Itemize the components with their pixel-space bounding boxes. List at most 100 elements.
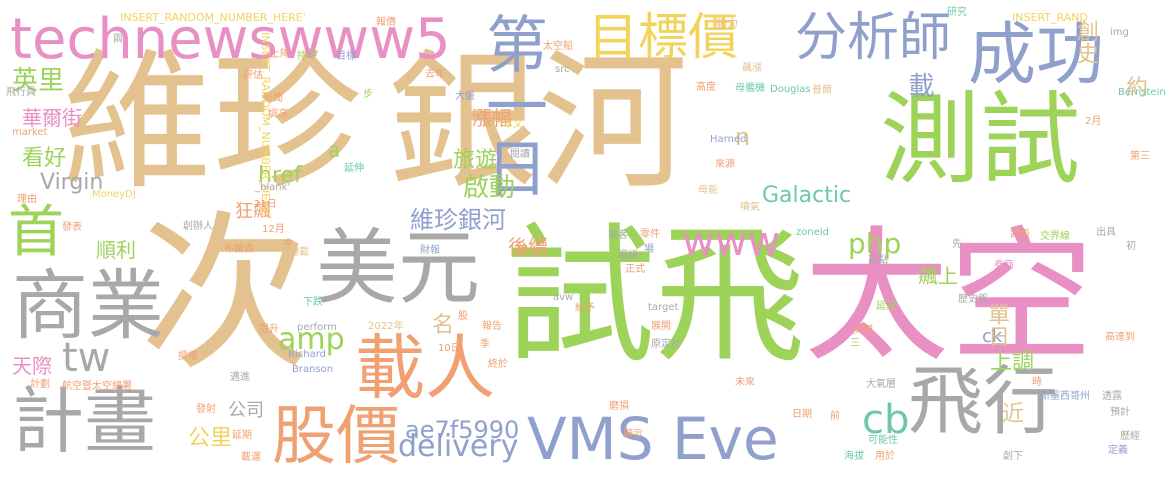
word-a: a <box>328 138 341 162</box>
word-img: img <box>1110 27 1129 38</box>
word-target: target <box>648 302 679 313</box>
word-jiaojie: 交界線 <box>1040 231 1070 242</box>
word-zhangfu: 漲幅 <box>472 106 512 130</box>
word-chengke: 乘客 <box>608 230 628 241</box>
word-dongli: 動力 <box>716 17 738 30</box>
word-lingjian: 零件 <box>640 229 660 240</box>
word-zhengshi: 正式 <box>625 264 645 275</box>
word-zai: 載 <box>904 72 934 98</box>
word-yanqi: 延期 <box>232 430 252 441</box>
word-richard: Richard <box>288 349 326 360</box>
word-shouquan: 授權 <box>178 351 198 362</box>
word-danri: 單日 <box>984 303 1009 347</box>
word-shi: 時 <box>1032 377 1042 388</box>
word-yongyu: 用於 <box>875 451 895 462</box>
word-tiaogao: 調高 <box>268 109 288 120</box>
word-bernstein: Bernstein <box>1118 87 1166 98</box>
word-baoshou: 報價 <box>376 17 396 28</box>
word-houxu: 後續 <box>508 235 548 259</box>
word-avw: avw <box>553 292 574 303</box>
word-yuandingyu: 原定於 <box>651 339 681 350</box>
word-tw: tw <box>62 335 111 381</box>
word-gongli: 公里 <box>188 426 233 451</box>
word-chu: 初 <box>1126 241 1136 252</box>
word-qidong: 啟動 <box>463 173 516 203</box>
word-href: href <box>258 163 302 188</box>
word-www: www <box>682 219 781 265</box>
word-ri21: 21日 <box>254 199 277 210</box>
word-chang: 場 <box>644 244 654 255</box>
word-yue: 約 <box>1126 76 1149 101</box>
word-jihua: 計畫 <box>12 379 157 463</box>
word-douglas: Douglas <box>770 84 811 95</box>
word-xian: 先 <box>952 239 962 250</box>
word-mubiaojia: 目標價 <box>588 8 738 66</box>
word-diyiri: 第一日 <box>475 12 548 198</box>
word-baogao: 報告 <box>482 321 502 332</box>
word-xiadie: 下跌 <box>303 297 323 308</box>
word-chuangxia: 創下 <box>1003 451 1023 462</box>
word-delivery: delivery <box>398 429 519 464</box>
word-shou: 首 <box>8 200 64 265</box>
word-daqiceng: 大氣層 <box>866 379 896 390</box>
word-fenxishi: 分析師 <box>795 8 952 68</box>
word-zhuanzai: 轉載 <box>289 247 309 258</box>
word-gaodu: 高度 <box>696 82 716 93</box>
word-zhongyu: 終於 <box>488 359 508 370</box>
word-n: n <box>735 123 751 151</box>
word-yuji: 預計 <box>1110 407 1130 418</box>
word-vms_eve: VMS Eve <box>527 405 779 473</box>
word-feixingyuan: 飛行員 <box>6 87 36 98</box>
word-weilai: 未來 <box>735 377 755 388</box>
word-ji: 季 <box>480 339 490 350</box>
word-insert_random_3: INSERT_RANDOM_NUMBER_HERE' <box>259 32 272 218</box>
word-amp: amp <box>278 322 345 357</box>
word-chuju: 出具 <box>1096 227 1116 238</box>
word-disan: 第三 <box>1130 151 1150 162</box>
word-ck: ck <box>982 326 1003 347</box>
word-zaiyun: 載運 <box>241 452 261 463</box>
word-insert_random_1: INSERT_RANDOM_NUMBER_HERE' <box>120 11 306 24</box>
word-muneng: 母能 <box>698 185 718 196</box>
word-quanshang: 券商 <box>994 260 1014 271</box>
word-tianji: 天際 <box>12 354 52 378</box>
word-liang: 兩 <box>113 34 123 45</box>
word-insert_rand_2: INSERT_RAND <box>1012 11 1088 24</box>
word-kanhao: 看好 <box>22 146 67 171</box>
word-lvyou: 旅遊 <box>453 148 498 173</box>
word-hangkong: 航空暨太空總署 <box>62 381 132 392</box>
word-lijing: 歷經 <box>1120 431 1140 442</box>
word-yue12: 12月 <box>262 224 285 235</box>
word-dingyi: 定義 <box>1108 445 1128 456</box>
word-market: market <box>12 127 48 138</box>
word-jiyu: 給予 <box>575 303 595 314</box>
word-taikong: 太空 <box>804 213 1094 382</box>
word-xinwen: 新聞 <box>263 93 283 104</box>
word-puer: 普爾 <box>812 85 832 96</box>
word-branson: Branson <box>292 364 334 375</box>
word-pingji: 評級 <box>1010 229 1030 240</box>
word-dapan: 大盤 <box>455 91 475 102</box>
word-jihua2: 計劃 <box>30 379 50 390</box>
word-shifei: 試飛 <box>505 210 806 384</box>
word-chuangbanren: 創辦人 <box>183 221 213 232</box>
word-harned: Harned <box>710 134 747 145</box>
word-ae7f5990: ae7f5990 <box>405 416 520 444</box>
word-benwen: 本文 <box>503 119 523 130</box>
word-xinmoxige: 新墨西哥州 <box>1040 391 1090 402</box>
word-weizhenyinhe: 維珍銀河 <box>410 206 506 234</box>
word-maijin: 邁進 <box>230 372 250 383</box>
word-shunli: 順利 <box>96 238 136 262</box>
word-shangjiang: 上降 <box>270 49 290 60</box>
word-gujia: 股價 <box>272 400 400 474</box>
word-yue2: 2月 <box>1085 116 1102 127</box>
word-biaoshang: 飆上 <box>918 264 958 288</box>
word-ci: 次 <box>140 196 311 394</box>
word-bulanxi: 布蘭森 <box>224 244 254 255</box>
word-caibao: 財報 <box>420 245 440 256</box>
word-chuangshi: 創史 <box>1073 20 1098 64</box>
word-money: MoneyDJ <box>92 189 136 200</box>
word-gaodadao: 高達到 <box>1105 332 1135 343</box>
word-shangdiao: 上調 <box>990 350 1035 375</box>
word-fashe: 發射 <box>196 404 216 415</box>
